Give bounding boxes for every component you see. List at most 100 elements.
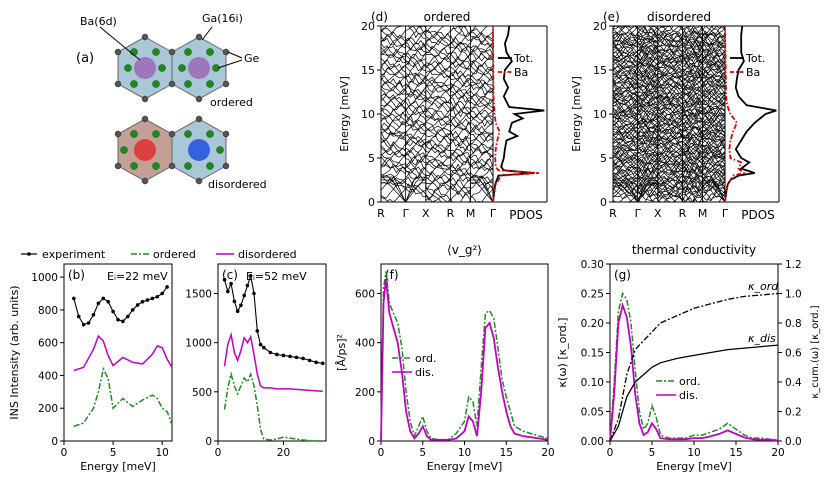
experiment-point	[294, 355, 299, 360]
band-branch	[381, 179, 493, 202]
band-branch	[613, 26, 725, 42]
y-tick-label: 200	[355, 387, 375, 399]
band-lines	[381, 26, 493, 202]
x-tick-label: 5	[649, 447, 656, 459]
y-right-tick-label: 0.2	[785, 407, 802, 419]
y-tick-label: 0.20	[581, 318, 604, 330]
band-branch	[381, 69, 493, 93]
band-branch	[613, 152, 725, 175]
x-tick-label: 5	[419, 447, 426, 459]
disordered-label: disordered	[208, 178, 267, 191]
band-branch	[613, 120, 725, 144]
band-branch	[381, 159, 493, 182]
band-branch	[381, 97, 493, 122]
panel-label: (c)	[222, 268, 238, 282]
band-branch	[381, 152, 493, 174]
panel-b-ins-22mev: 0 5 10 0 200 400 600 800 1000 Energy [meV] INS Int…	[8, 263, 173, 473]
y-tick-label: 500	[192, 387, 212, 399]
x-tick-label: 0	[378, 447, 385, 459]
band-branch	[381, 88, 493, 113]
x-tick-label: 10	[155, 447, 168, 459]
band-branch	[613, 176, 725, 200]
x-tick-label: 20	[277, 447, 290, 459]
legend-ba-label: Ba	[746, 66, 760, 79]
y-right-axis-label: κ_cum.(ω) [κ_ord.]	[810, 305, 821, 398]
series-line-ord	[609, 291, 779, 442]
x-tick-label: 0	[215, 447, 222, 459]
band-branch	[613, 177, 725, 201]
legend-label: ord.	[415, 352, 437, 365]
y-tick-label: 0	[368, 196, 375, 209]
kpoint-label: Γ	[722, 207, 729, 220]
y-tick-label: 600	[38, 338, 58, 350]
band-branch	[381, 31, 493, 53]
axes-frame	[63, 263, 173, 442]
legend-ordered-label: ordered	[153, 248, 196, 261]
y-tick-label: 1000	[31, 272, 58, 284]
experiment-point	[235, 309, 240, 314]
pdos-ba-line	[724, 25, 746, 203]
experiment-point	[150, 296, 155, 301]
x-axis-label: Energy [meV]	[427, 460, 503, 473]
experiment-point	[255, 329, 260, 333]
band-branch	[381, 26, 493, 46]
band-branch	[381, 135, 493, 160]
band-branch	[381, 171, 493, 196]
pdos-ba-line	[492, 25, 539, 203]
band-branch	[381, 72, 493, 96]
band-branch	[613, 127, 725, 151]
band-branch	[613, 92, 725, 116]
band-branch	[613, 98, 725, 123]
legend-tot-label: Tot.	[513, 52, 533, 65]
structure-panel: (a) Ba(6d) Ga(16i) Ge	[76, 12, 267, 191]
experiment-point	[252, 291, 256, 296]
experiment-point	[121, 319, 125, 324]
panel-title: thermal conductivity	[632, 243, 756, 257]
kpoint-label: X	[422, 207, 430, 220]
band-branch	[381, 40, 493, 66]
y-tick-label: 20	[361, 20, 375, 33]
band-branch	[381, 92, 493, 116]
panel-title: disordered	[647, 10, 711, 24]
experiment-point	[165, 285, 169, 289]
band-branch	[613, 66, 725, 90]
experiment-point	[72, 296, 76, 301]
band-branch	[381, 26, 493, 43]
experiment-point	[116, 317, 120, 322]
band-branch	[613, 92, 725, 117]
band-branch	[613, 168, 725, 189]
band-branch	[381, 78, 493, 100]
experiment-point	[126, 314, 130, 319]
band-branch	[381, 179, 493, 202]
ba-atom-icon	[188, 57, 210, 79]
legend-experiment-label: experiment	[42, 248, 106, 261]
band-branch	[613, 79, 725, 104]
experiment-point	[160, 291, 164, 296]
experiment-point	[222, 277, 227, 282]
legend-top: experiment ordered disordered	[21, 248, 297, 261]
experiment-point	[314, 360, 318, 365]
y-tick-label: 0	[368, 436, 375, 448]
experiment-point	[145, 298, 150, 302]
experiment-point	[239, 303, 243, 308]
series-line-dis	[380, 278, 549, 442]
y-tick-label: 0	[205, 436, 212, 448]
band-branch	[381, 59, 493, 84]
y-tick-label: 5	[600, 152, 607, 165]
cumulative-line	[609, 292, 779, 442]
x-tick-label: 20	[771, 447, 784, 459]
experiment-point	[288, 354, 292, 359]
band-branch	[613, 43, 725, 68]
experiment-point	[275, 352, 279, 357]
band-branch	[381, 173, 493, 199]
band-branch	[381, 51, 493, 75]
experiment-point	[242, 293, 246, 298]
experiment-point	[248, 274, 253, 278]
panel-g-thermal-conductivity: 0 5 10 15 20 0.00 0.05 0.10 0.15 0.20 0.25 0.30 Ener…	[556, 243, 821, 473]
band-branch	[613, 81, 725, 106]
band-branch	[613, 113, 725, 137]
band-branch	[613, 26, 725, 42]
y-tick-label: 0	[600, 196, 607, 209]
experiment-point	[258, 342, 263, 347]
